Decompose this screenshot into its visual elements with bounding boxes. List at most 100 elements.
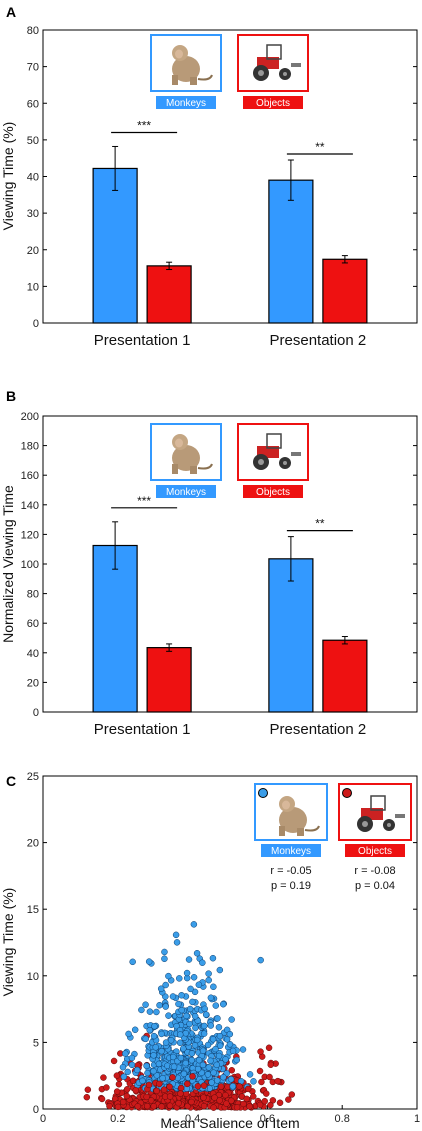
significance-stars-1: ***: [137, 494, 151, 508]
point-monkeys: [213, 1077, 221, 1084]
point-monkeys: [202, 1011, 210, 1018]
point-monkeys: [229, 1083, 237, 1090]
panel-c-points: [83, 921, 296, 1111]
point-monkeys: [209, 954, 217, 962]
point-monkeys: [142, 1001, 149, 1008]
a-y-tick-label: 30: [27, 208, 39, 220]
point-monkeys: [143, 1062, 150, 1070]
point-monkeys: [194, 1065, 202, 1073]
point-objects: [210, 1104, 217, 1111]
point-objects: [114, 1103, 122, 1111]
panel-b-legend: Monkeys Objects: [150, 423, 309, 498]
panel-a-significance: *****: [111, 118, 353, 155]
point-monkeys: [169, 1053, 177, 1061]
point-monkeys: [207, 994, 215, 1001]
point-monkeys: [228, 1016, 235, 1023]
point-monkeys: [182, 1059, 189, 1067]
point-monkeys: [190, 921, 198, 928]
point-monkeys: [119, 1063, 127, 1071]
c-y-tick-label: 15: [27, 904, 39, 916]
point-monkeys: [128, 1061, 136, 1069]
point-monkeys: [187, 985, 194, 993]
panel-a-legend: Monkeys Objects: [150, 34, 309, 109]
point-objects: [261, 1097, 268, 1105]
panel-b: B Normalized Viewing Time 0 20 40 60 80 100 12…: [0, 388, 418, 738]
legend-label-bg-objects: [345, 844, 405, 857]
point-objects: [184, 1080, 191, 1088]
point-monkeys: [120, 1073, 128, 1080]
significance-stars-1: ***: [137, 118, 151, 132]
panel-c-x-axis-label: Mean Salience of Item: [160, 1115, 299, 1131]
point-objects: [188, 1098, 195, 1106]
panel-a-letter: A: [6, 4, 16, 20]
a-y-tick-label: 10: [27, 281, 39, 293]
point-objects: [98, 1095, 106, 1103]
a-y-tick-label: 70: [27, 62, 39, 74]
point-objects: [158, 1103, 165, 1110]
point-monkeys: [159, 1074, 166, 1082]
point-objects: [106, 1102, 113, 1110]
point-monkeys: [199, 1047, 207, 1054]
point-monkeys: [146, 1026, 153, 1034]
b-y-tick-label: 20: [27, 677, 39, 689]
point-objects: [288, 1091, 296, 1098]
point-monkeys: [192, 1024, 199, 1032]
point-monkeys: [157, 985, 165, 992]
category-label-2: Presentation 2: [270, 332, 367, 349]
point-monkeys: [193, 950, 201, 957]
panel-b-letter: B: [6, 388, 16, 404]
point-monkeys: [182, 1030, 189, 1037]
point-objects: [240, 1100, 247, 1108]
point-objects: [228, 1097, 235, 1105]
point-objects: [266, 1073, 273, 1081]
stat-p-monkeys: p = 0.19: [271, 880, 311, 892]
c-x-tick-label: 0.6: [260, 1113, 275, 1125]
category-label-1: Presentation 1: [94, 721, 191, 738]
c-x-tick-label: 0.2: [110, 1113, 125, 1125]
b-y-tick-label: 200: [21, 411, 39, 423]
legend-label-objects: Objects: [358, 846, 392, 857]
panel-b-bars: [92, 521, 368, 713]
b-y-tick-label: 180: [21, 441, 39, 453]
point-objects: [285, 1096, 292, 1103]
b-y-tick-label: 120: [21, 529, 39, 541]
point-objects: [147, 1097, 155, 1104]
point-objects: [119, 1098, 127, 1106]
a-y-tick-label: 60: [27, 98, 39, 110]
point-objects: [143, 1102, 151, 1110]
legend-label-bg-monkeys: [156, 96, 216, 109]
point-monkeys: [214, 1015, 221, 1022]
panel-c-y-axis-label: Viewing Time (%): [0, 888, 16, 997]
bar-objects-2: [322, 258, 368, 324]
point-monkeys: [161, 955, 168, 963]
point-monkeys: [162, 981, 169, 989]
point-objects: [256, 1067, 264, 1075]
point-monkeys: [223, 1036, 231, 1043]
point-monkeys: [138, 1006, 145, 1014]
point-monkeys: [199, 1061, 207, 1069]
point-monkeys: [152, 1044, 159, 1051]
legend-marker-monkeys: [258, 788, 268, 798]
point-monkeys: [153, 1008, 160, 1016]
point-monkeys: [125, 1030, 132, 1038]
point-objects: [134, 1103, 142, 1110]
point-monkeys: [180, 1045, 187, 1052]
point-objects: [228, 1067, 236, 1074]
c-x-tick-label: 0.8: [335, 1113, 350, 1125]
point-objects: [153, 1087, 160, 1095]
point-objects: [243, 1095, 250, 1103]
point-objects: [236, 1083, 243, 1090]
point-monkeys: [188, 1050, 196, 1057]
point-monkeys: [199, 959, 206, 966]
point-objects: [113, 1088, 121, 1095]
point-objects: [145, 1081, 153, 1089]
point-monkeys: [195, 981, 203, 988]
point-monkeys: [176, 1039, 184, 1046]
panel-a: A Viewing Time (%) 0 10 20 30 40 50 60 70 80 Pre…: [0, 4, 418, 349]
point-monkeys: [142, 1035, 149, 1043]
point-monkeys: [215, 1052, 223, 1060]
point-objects: [189, 1073, 196, 1080]
point-objects: [166, 1083, 173, 1091]
panel-a-y-axis-label: Viewing Time (%): [0, 122, 16, 231]
point-monkeys: [161, 948, 168, 956]
